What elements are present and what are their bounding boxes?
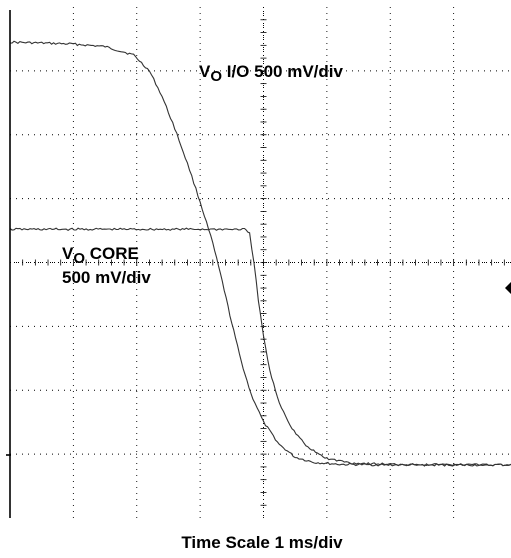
annotation-vo-io-v: V [199, 62, 211, 81]
readout-strip [10, 518, 511, 524]
annotation-vo-io-sub: O [210, 68, 222, 85]
annotation-vo-core-sub: O [73, 250, 85, 267]
x-axis-label: Time Scale 1 ms/div [181, 533, 343, 552]
annotation-vo-core-rest: CORE [85, 244, 139, 263]
grid [10, 7, 511, 518]
annotation-vo-io-rest: I/O 500 mV/div [222, 62, 343, 81]
annotation-vo-core: VO CORE [62, 244, 139, 267]
annotation-vo-core-scale: 500 mV/div [62, 268, 151, 287]
annotation-vo-io: VO I/O 500 mV/div [199, 62, 344, 85]
series-vo-core-line [9, 227, 511, 467]
annotation-vo-core-v: V [62, 244, 74, 263]
trigger-level-marker [505, 282, 511, 294]
